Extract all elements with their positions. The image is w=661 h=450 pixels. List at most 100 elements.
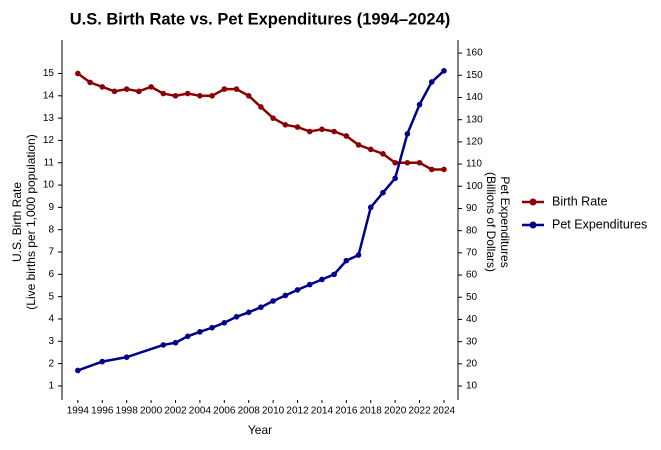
- point: [160, 342, 167, 348]
- point: [294, 124, 301, 130]
- point: [172, 339, 179, 346]
- point: [197, 92, 203, 99]
- point: [258, 104, 264, 110]
- series-line: [77, 69, 445, 372]
- point: [75, 367, 81, 374]
- point: [245, 92, 252, 99]
- y2-tick-label: 160: [466, 48, 483, 59]
- point: [331, 271, 337, 278]
- point: [160, 90, 167, 97]
- series-line: [77, 72, 444, 171]
- point: [428, 166, 435, 173]
- point: [404, 159, 411, 166]
- y2-tick-label: 90: [466, 203, 478, 214]
- y2-tick-label: 30: [466, 336, 478, 347]
- x-tick-label: 1998: [116, 406, 139, 417]
- point: [209, 92, 215, 99]
- y-tick-label: 3: [48, 336, 54, 347]
- point: [355, 142, 362, 148]
- point: [87, 79, 93, 86]
- point: [367, 204, 374, 211]
- point: [367, 146, 374, 153]
- point: [343, 133, 350, 139]
- x-tick-label: 2018: [360, 406, 383, 417]
- point: [258, 304, 264, 311]
- y2-tick-label: 60: [466, 270, 478, 281]
- x-tick-label: 2016: [335, 406, 358, 417]
- point: [416, 159, 423, 166]
- point: [428, 79, 435, 85]
- y2-tick-label: 140: [466, 92, 483, 103]
- y2-tick-label: 50: [466, 292, 478, 303]
- point: [294, 287, 301, 293]
- x-tick-label: 2002: [164, 406, 187, 417]
- y2-tick-label: 150: [466, 70, 483, 81]
- y2-tick-label: 10: [466, 381, 478, 392]
- y-tick-label: 15: [43, 68, 55, 79]
- point: [123, 354, 130, 360]
- y2-tick-label: 110: [466, 159, 482, 170]
- y-tick-label: 10: [43, 180, 55, 191]
- point: [331, 128, 337, 135]
- legend-label: Pet Expenditures: [552, 217, 647, 231]
- point: [99, 358, 106, 365]
- point: [136, 88, 142, 95]
- point: [245, 309, 252, 316]
- point: [380, 151, 386, 157]
- y-tick-label: 4: [48, 314, 54, 325]
- x-tick-label: 1994: [67, 406, 90, 417]
- y-axis-label-line: U.S. Birth Rate: [10, 182, 24, 262]
- y-tick-label: 9: [48, 202, 54, 213]
- y2-axis-label-line: (Billions of Dollars): [484, 172, 498, 272]
- legend-marker: [529, 221, 537, 229]
- y-tick-label: 6: [48, 269, 54, 280]
- legend-marker: [529, 198, 537, 206]
- point: [99, 84, 106, 90]
- point: [355, 252, 362, 258]
- chart-title: U.S. Birth Rate vs. Pet Expenditures (19…: [70, 10, 451, 28]
- x-tick-label: 1996: [91, 406, 114, 417]
- point: [306, 128, 313, 135]
- point: [416, 101, 423, 108]
- y-tick-label: 8: [48, 224, 54, 235]
- point: [270, 298, 276, 304]
- point: [282, 122, 289, 128]
- x-tick-label: 2008: [238, 406, 261, 417]
- point: [282, 292, 289, 299]
- point: [392, 175, 398, 182]
- x-tick-label: 2006: [213, 406, 236, 417]
- point: [392, 159, 398, 166]
- point: [233, 86, 240, 92]
- y2-tick-label: 20: [466, 358, 478, 369]
- point: [233, 313, 240, 320]
- y2-tick-label: 70: [466, 247, 478, 258]
- point: [319, 276, 325, 283]
- y2-axis-label-line: Pet Expenditures: [498, 176, 512, 267]
- point: [441, 166, 447, 173]
- point: [306, 281, 313, 288]
- point: [75, 70, 81, 77]
- point: [111, 88, 118, 95]
- point: [184, 333, 191, 340]
- y-tick-label: 13: [43, 113, 55, 124]
- x-tick-label: 2024: [433, 406, 456, 417]
- y-axis-label: U.S. Birth Rate (Live births per 1,000 p…: [10, 134, 38, 309]
- legend-label: Birth Rate: [552, 194, 608, 208]
- y-axis-label-line: (Live births per 1,000 population): [24, 134, 38, 309]
- y-tick-label: 11: [44, 157, 55, 168]
- x-tick-label: 2004: [189, 406, 212, 417]
- point: [148, 84, 154, 90]
- x-tick-label: 2012: [286, 406, 309, 417]
- point: [221, 319, 228, 326]
- y2-tick-label: 80: [466, 225, 478, 236]
- x-tick-label: 2022: [408, 406, 431, 417]
- y-tick-label: 2: [48, 358, 54, 369]
- y2-tick-label: 130: [466, 114, 483, 125]
- y2-tick-label: 40: [466, 314, 478, 325]
- point: [319, 126, 325, 133]
- y-tick-label: 1: [48, 381, 54, 392]
- y-tick-label: 5: [48, 291, 54, 302]
- x-tick-label: 2014: [311, 406, 334, 417]
- y2-tick-label: 100: [466, 181, 483, 192]
- x-axis-label: Year: [248, 423, 272, 437]
